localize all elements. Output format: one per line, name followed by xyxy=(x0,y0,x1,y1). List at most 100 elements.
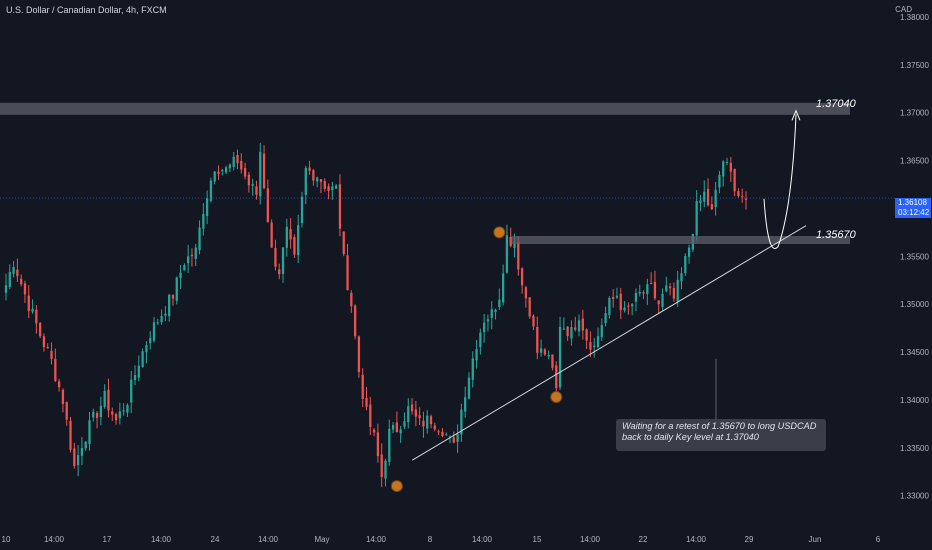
candle-body xyxy=(198,227,201,251)
candle-body xyxy=(695,201,698,236)
candle-body xyxy=(316,177,319,182)
candle-body xyxy=(501,273,505,303)
candle-body xyxy=(706,188,710,206)
candle-body xyxy=(486,319,490,322)
currency-label: CAD xyxy=(895,5,912,14)
candle-body xyxy=(600,325,603,338)
candle-body xyxy=(642,292,645,294)
candle-body xyxy=(232,156,235,167)
candle-body xyxy=(433,425,436,430)
candle-body xyxy=(551,354,554,368)
candle-body xyxy=(266,188,269,223)
candle-body xyxy=(84,441,87,449)
candle-body xyxy=(209,180,213,202)
candle-body xyxy=(638,291,641,294)
candle-body xyxy=(141,351,144,368)
candle-body xyxy=(479,332,482,347)
candle-body xyxy=(353,305,357,337)
candle-body xyxy=(513,243,516,249)
candle-body xyxy=(8,272,11,288)
price-tick-label: 1.34500 xyxy=(900,348,929,357)
candle-body xyxy=(604,313,607,324)
candle-body xyxy=(27,295,30,312)
price-tick-label: 1.35000 xyxy=(900,300,929,309)
level-label-upper: 1.37040 xyxy=(816,98,856,110)
candle-body xyxy=(471,358,474,380)
time-tick-label: 6 xyxy=(876,535,881,544)
candle-body xyxy=(194,247,197,259)
time-axis[interactable]: 10 14:00 17 14:00 24 14:00 May 14:00 8 14:00 15 14:… xyxy=(2,535,881,544)
candle-body xyxy=(524,287,528,299)
candle-body xyxy=(149,338,152,344)
candle-body xyxy=(581,318,584,331)
candle-body xyxy=(725,161,729,163)
candle-body xyxy=(76,455,80,466)
candle-body xyxy=(23,283,27,295)
candle-body xyxy=(585,329,588,341)
candle-body xyxy=(255,186,258,195)
candle-body xyxy=(380,454,383,477)
candle-body xyxy=(520,268,524,286)
candle-body xyxy=(365,397,368,407)
candle-body xyxy=(672,287,676,299)
candle-body xyxy=(627,305,630,307)
pivot-marker xyxy=(550,391,563,404)
candle-body xyxy=(562,328,565,330)
time-tick-label: 14:00 xyxy=(366,535,387,544)
price-tick-label: 1.37500 xyxy=(900,61,929,70)
candle-body xyxy=(494,309,497,313)
candle-body xyxy=(676,279,679,302)
candle-body xyxy=(107,389,110,411)
price-axis[interactable]: 1.380001.375001.370001.365001.360001.355… xyxy=(900,13,929,501)
candle-body xyxy=(240,160,243,170)
candle-body xyxy=(187,256,190,264)
candle-body xyxy=(699,200,702,204)
candle-body xyxy=(164,313,167,316)
candle-body xyxy=(456,434,459,442)
candle-body xyxy=(346,255,349,291)
candle-body xyxy=(710,204,713,210)
candle-body xyxy=(190,254,194,257)
candle-body xyxy=(570,327,573,339)
pivot-marker xyxy=(390,480,403,493)
candles-layer xyxy=(4,142,748,488)
candle-body xyxy=(467,377,471,399)
current-price-tag: 1.36108 03:12:42 xyxy=(895,198,931,218)
candle-body xyxy=(744,198,748,200)
candle-body xyxy=(308,167,311,171)
candle-body xyxy=(539,348,543,353)
time-tick-label: 24 xyxy=(211,535,220,544)
candle-body xyxy=(145,345,148,353)
candle-body xyxy=(558,326,562,388)
time-tick-label: 8 xyxy=(428,535,433,544)
candle-body xyxy=(281,247,285,274)
candle-body xyxy=(31,308,34,312)
candle-body xyxy=(490,309,493,318)
candle-body xyxy=(323,181,326,189)
candle-body xyxy=(687,247,691,257)
candle-body xyxy=(221,169,224,172)
time-tick-label: 22 xyxy=(639,535,648,544)
candle-body xyxy=(357,336,361,373)
candle-body xyxy=(532,315,535,327)
candle-body xyxy=(399,429,402,434)
current-price: 1.36108 xyxy=(898,198,927,207)
candle-body xyxy=(114,414,118,421)
candle-body xyxy=(395,422,399,433)
price-tick-label: 1.37000 xyxy=(900,109,929,118)
candle-body xyxy=(118,411,121,419)
candle-body xyxy=(729,162,732,172)
candle-body xyxy=(445,434,448,436)
candle-body xyxy=(130,379,133,403)
candle-body xyxy=(574,327,577,330)
bar-countdown: 03:12:42 xyxy=(898,208,930,217)
candle-body xyxy=(152,322,156,341)
candle-body xyxy=(16,269,19,277)
candle-body xyxy=(20,278,23,285)
candle-body xyxy=(460,409,463,435)
candle-body xyxy=(418,415,421,419)
price-tick-label: 1.38000 xyxy=(900,13,929,22)
candle-body xyxy=(285,226,288,248)
candle-body xyxy=(612,297,615,299)
